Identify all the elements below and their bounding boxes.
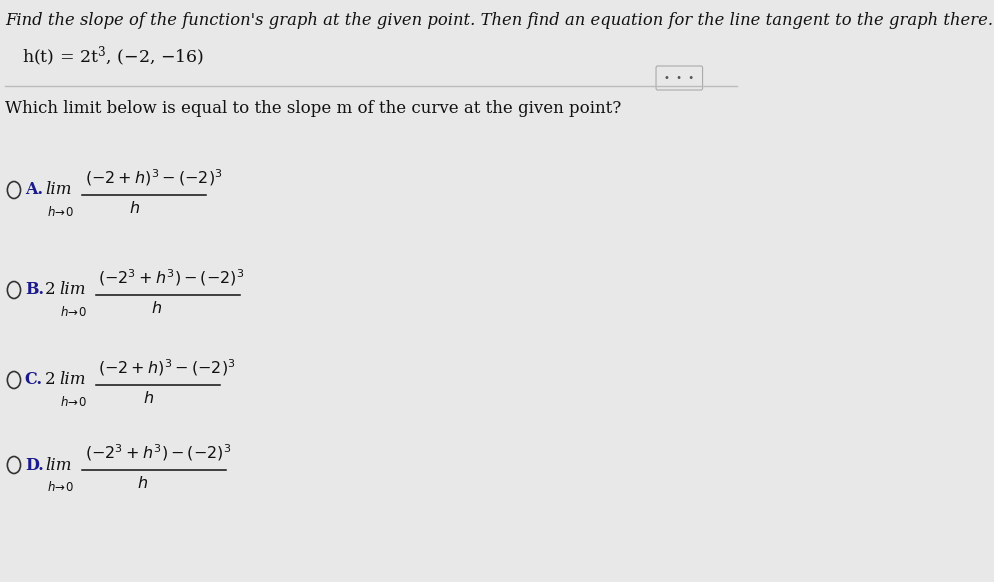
Text: A.: A. [25, 182, 43, 198]
Text: lim: lim [45, 182, 72, 198]
Text: 2: 2 [45, 371, 56, 389]
Text: B.: B. [25, 282, 44, 299]
Text: $(-2+h)^3-(-2)^3$: $(-2+h)^3-(-2)^3$ [98, 357, 236, 378]
Text: lim: lim [45, 456, 72, 474]
FancyBboxPatch shape [656, 66, 703, 90]
Circle shape [7, 182, 21, 198]
Text: $h\!\to\!0$: $h\!\to\!0$ [47, 205, 74, 219]
Text: Find the slope of the function's graph at the given point. Then find an equation: Find the slope of the function's graph a… [5, 12, 994, 29]
Text: C.: C. [25, 371, 43, 389]
Text: lim: lim [59, 282, 85, 299]
Circle shape [7, 282, 21, 299]
Text: lim: lim [59, 371, 85, 389]
Text: 2: 2 [45, 282, 56, 299]
Text: •  •  •: • • • [664, 73, 695, 83]
Circle shape [7, 371, 21, 389]
Text: Which limit below is equal to the slope m of the curve at the given point?: Which limit below is equal to the slope … [5, 100, 621, 117]
Text: $h\!\to\!0$: $h\!\to\!0$ [47, 480, 74, 494]
Text: h(t) = 2t$\mathregular{^3}$, ($-$2, $-$16): h(t) = 2t$\mathregular{^3}$, ($-$2, $-$1… [22, 45, 204, 69]
Text: $h$: $h$ [129, 200, 140, 217]
Text: $\left(-2^3+h^3\right)-(-2)^3$: $\left(-2^3+h^3\right)-(-2)^3$ [84, 442, 231, 463]
Circle shape [7, 456, 21, 474]
Text: D.: D. [25, 456, 44, 474]
Text: $h$: $h$ [151, 300, 162, 317]
Text: $h$: $h$ [143, 390, 154, 407]
Text: $(-2+h)^3-(-2)^3$: $(-2+h)^3-(-2)^3$ [84, 167, 222, 188]
Text: $\left(-2^3+h^3\right)-(-2)^3$: $\left(-2^3+h^3\right)-(-2)^3$ [98, 267, 245, 288]
Text: $h$: $h$ [137, 475, 148, 492]
Text: $h\!\to\!0$: $h\!\to\!0$ [61, 395, 87, 409]
Text: $h\!\to\!0$: $h\!\to\!0$ [61, 305, 87, 319]
